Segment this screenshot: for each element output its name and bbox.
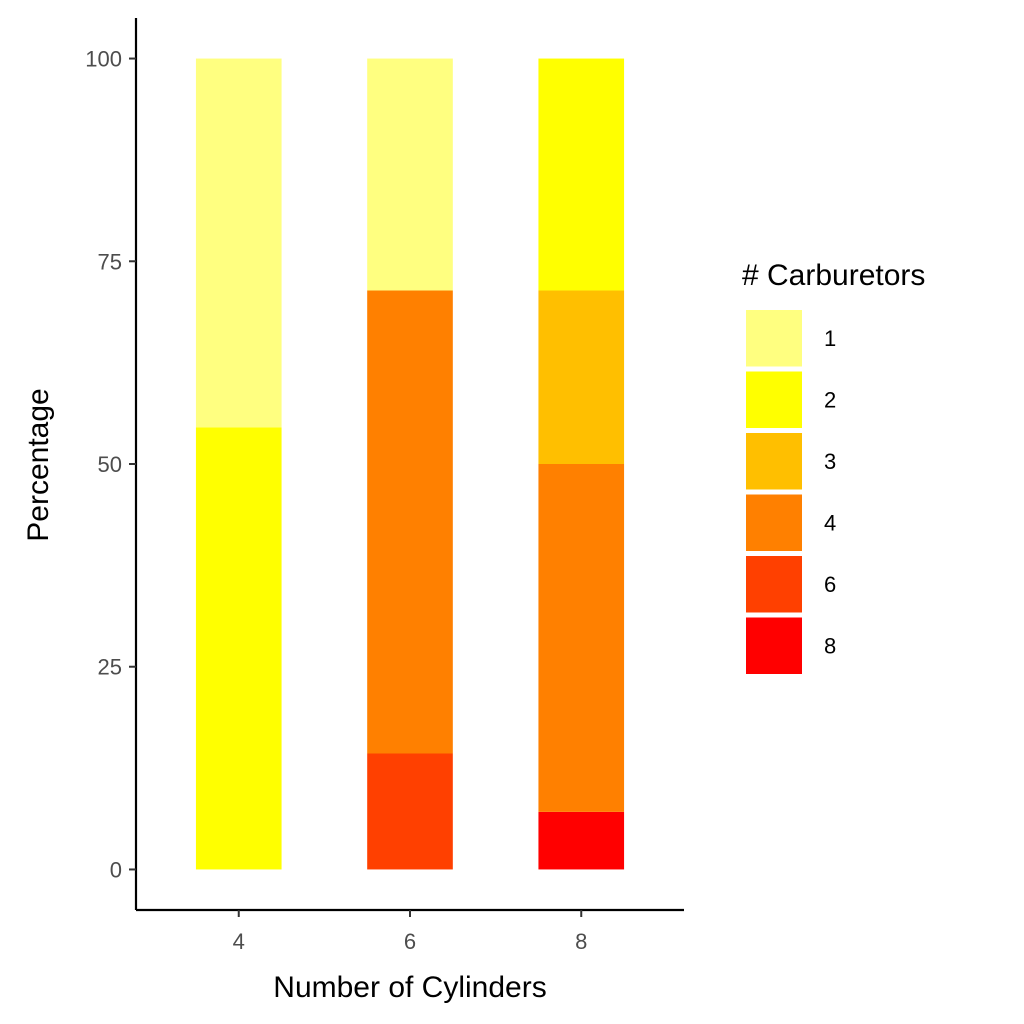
legend-label-8: 8 [824,634,836,659]
x-tick-label: 4 [233,929,245,954]
legend: # Carburetors 1 2 3 4 6 8 [742,259,925,674]
y-tick-label: 0 [110,857,122,882]
y-axis-title: Percentage [22,388,55,541]
x-tick-label: 8 [575,929,587,954]
bar-segment-cyl4-carb2 [195,427,282,870]
legend-key-1 [746,310,802,367]
bar-segment-cyl4-carb1 [195,58,282,428]
y-tick-label: 75 [98,249,122,274]
plot-area: 0 25 50 75 100 4 6 8 [85,18,684,954]
legend-label-6: 6 [824,572,836,597]
bar-segment-cyl6-carb6 [367,753,453,870]
legend-items: 1 2 3 4 6 8 [746,310,836,674]
legend-label-1: 1 [824,326,836,351]
bar-segment-cyl8-carb4 [538,464,625,812]
x-ticks: 4 6 8 [233,910,587,954]
legend-key-2 [746,371,802,428]
legend-label-3: 3 [824,449,836,474]
legend-key-6 [746,556,802,613]
legend-key-3 [746,433,802,490]
y-tick-label: 25 [98,655,122,680]
bar-segment-cyl8-carb2 [538,58,625,291]
legend-title: # Carburetors [742,259,925,292]
bar-segment-cyl8-carb8 [538,811,625,870]
bar-segment-cyl6-carb1 [367,58,453,291]
y-ticks: 0 25 50 75 100 [85,47,136,882]
y-tick-label: 50 [98,452,122,477]
legend-label-2: 2 [824,388,836,413]
y-tick-label: 100 [85,47,122,72]
legend-key-4 [746,494,802,551]
bar-segment-cyl6-carb4 [367,290,453,754]
x-tick-label: 6 [404,929,416,954]
legend-key-8 [746,617,802,674]
bars [195,58,625,870]
legend-label-4: 4 [824,511,836,536]
bar-segment-cyl8-carb3 [538,290,625,464]
x-axis-title: Number of Cylinders [273,971,546,1004]
